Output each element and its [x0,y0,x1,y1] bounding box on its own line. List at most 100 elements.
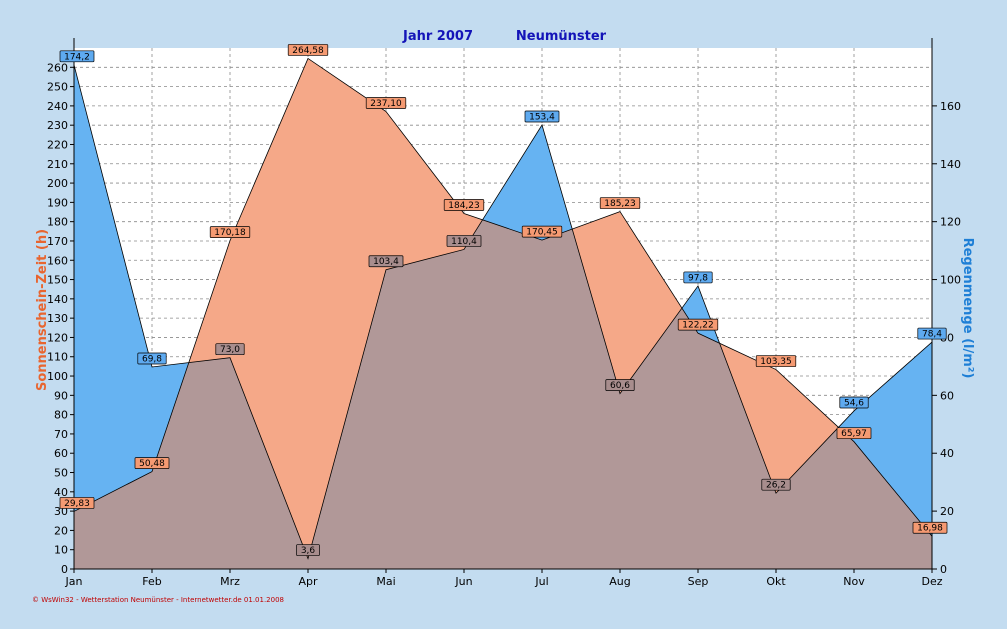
rain-data-label: 3,6 [296,544,320,556]
y-axis-left-label: Sonnenschein-Zeit (h) [35,229,50,391]
y-left-tick-label: 20 [54,524,68,537]
chart-title-year: Jahr 2007 [402,29,473,44]
sunshine-data-label-box [59,497,95,509]
rain-data-label-box [761,478,791,491]
sunshine-data-label-box [912,521,948,534]
sunshine-data-label: 103,35 [755,355,797,367]
y-left-tick-label: 250 [47,81,68,94]
rain-data-label-text: 153,4 [529,112,555,122]
y-left-tick-label: 140 [47,293,68,306]
sunshine-data-label-text: 264,58 [292,46,324,56]
rain-data-label-text: 60,6 [610,381,630,391]
x-tick-label: Okt [766,575,786,588]
y-left-tick-label: 260 [47,61,68,74]
sunshine-data-label: 264,58 [287,44,329,56]
sunshine-data-label-box [755,355,797,367]
y-right-tick-label: 40 [940,447,954,460]
rain-data-label-text: 78,4 [922,330,942,340]
rain-data-label: 153,4 [524,110,560,123]
sunshine-data-label-text: 170,18 [214,228,246,238]
x-tick-label: Nov [843,575,865,588]
sunshine-data-label-box [677,318,719,331]
y-left-tick-label: 230 [47,119,68,132]
x-tick-label: Mrz [220,575,240,588]
y-right-tick-label: 20 [940,505,954,518]
sunshine-data-label: 185,23 [599,197,641,209]
rain-data-label: 26,2 [761,478,791,491]
rain-data-label-box [683,271,713,284]
sunshine-data-label: 237,10 [365,97,407,109]
x-tick-label: Jan [65,575,83,588]
sunshine-data-label-text: 65,97 [841,429,867,439]
y-left-tick-label: 150 [47,274,68,287]
rain-data-label: 54,6 [839,396,869,409]
y-left-tick-label: 110 [47,351,68,364]
x-tick-label: Feb [142,575,161,588]
sunshine-data-label-box [443,199,485,211]
y-right-tick-label: 100 [940,274,961,287]
y-left-tick-label: 10 [54,544,68,557]
y-left-tick-label: 160 [47,254,68,267]
y-right-tick-label: 0 [940,563,947,576]
rain-data-label: 97,8 [683,271,713,284]
rain-data-label-box [368,255,404,268]
sunshine-data-label: 170,45 [521,225,563,238]
sunshine-data-label: 16,98 [912,521,948,534]
x-tick-label: Jun [454,575,472,588]
sunshine-data-label: 170,18 [209,226,251,238]
sunshine-data-label: 184,23 [443,199,485,211]
x-tick-label: Aug [609,575,630,588]
rain-data-label-box [839,396,869,409]
sunshine-data-label-text: 103,35 [760,357,792,367]
y-left-tick-label: 210 [47,158,68,171]
rain-data-label-box [296,544,320,556]
y-left-tick-label: 50 [54,467,68,480]
sunshine-data-label-box [287,44,329,56]
data-labels: 174,2 69,8 73,0 3,6 103,4 110,4 153,4 60,6 97,8 2… [59,44,948,556]
rain-data-label-box [137,352,167,365]
sunshine-data-label-text: 170,45 [526,228,558,238]
overlap-area [74,219,932,570]
rain-data-label-text: 54,6 [844,398,864,408]
sunshine-data-label-text: 122,22 [682,321,714,331]
rain-data-label-box [917,327,947,340]
y-left-tick-label: 60 [54,447,68,460]
y-left-tick-label: 70 [54,428,68,441]
sunshine-data-label-box [365,97,407,109]
sunshine-data-label-box [209,226,251,238]
rain-data-label-text: 97,8 [688,273,708,283]
sunshine-data-label-box [836,427,872,440]
x-tick-label: Jul [534,575,548,588]
series-areas [73,57,933,570]
y-left-tick-label: 120 [47,331,68,344]
rain-data-label-box [605,379,635,391]
sunshine-data-label-text: 16,98 [917,524,943,534]
sunshine-data-label-text: 184,23 [448,201,480,211]
rain-data-label-text: 73,0 [220,345,240,355]
sunshine-data-label-box [599,197,641,209]
sunshine-line [73,57,933,537]
sunshine-data-label: 65,97 [836,427,872,440]
sunshine-data-label-box [521,225,563,238]
rain-data-label-box [524,110,560,123]
sunshine-data-label: 50,48 [134,457,170,469]
rain-data-label-text: 3,6 [301,546,316,556]
y-left-tick-label: 240 [47,100,68,113]
rain-data-label-text: 26,2 [766,481,786,491]
y-left-tick-label: 90 [54,389,68,402]
rain-data-label-text: 69,8 [142,354,162,364]
rain-data-label: 69,8 [137,352,167,365]
y-left-tick-label: 40 [54,486,68,499]
x-tick-label: Apr [298,575,318,588]
sunshine-data-label-text: 237,10 [370,99,402,109]
rain-data-label: 110,4 [446,235,482,247]
y-right-tick-label: 140 [940,158,961,171]
rain-data-label: 174,2 [59,50,95,63]
y-left-tick-label: 180 [47,216,68,229]
y-left-tick-label: 200 [47,177,68,190]
y-left-tick-label: 80 [54,409,68,422]
x-tick-label: Sep [688,575,709,588]
rain-data-label: 78,4 [917,327,947,340]
rain-data-label-box [59,50,95,63]
